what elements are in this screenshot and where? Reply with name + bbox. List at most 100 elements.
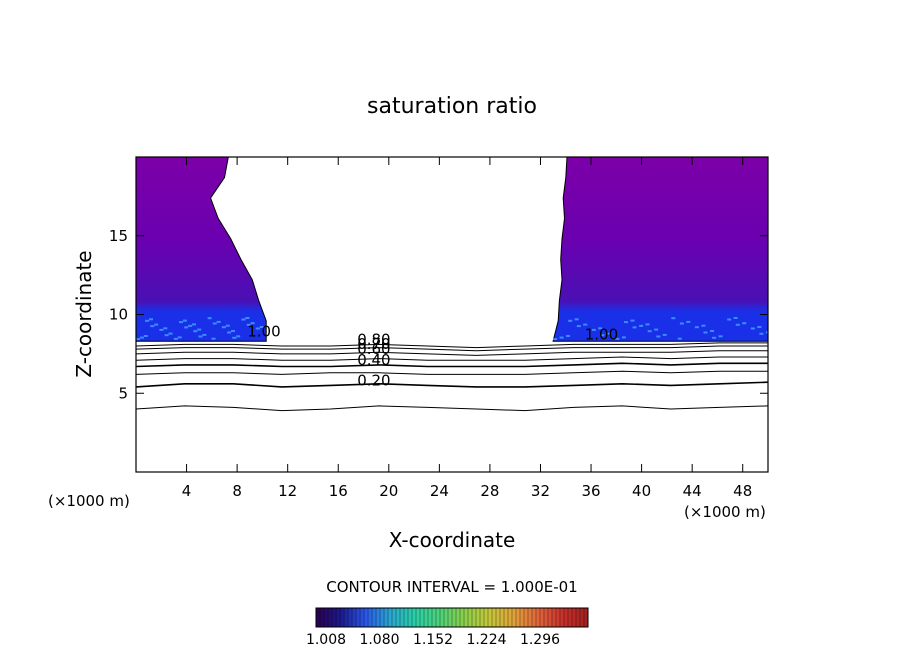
y-tick-label: 5 <box>118 384 128 402</box>
contour-line <box>136 362 768 368</box>
band-speckle <box>710 330 714 332</box>
x-tick-label: 20 <box>379 482 398 500</box>
x-tick-label: 36 <box>581 482 600 500</box>
band-speckle <box>727 318 732 321</box>
chart-title: saturation ratio <box>367 94 537 119</box>
contour-line <box>136 350 768 356</box>
band-speckle <box>712 336 717 339</box>
band-speckle <box>154 323 159 326</box>
x-unit-left: (×1000 m) <box>48 492 130 510</box>
band-speckle <box>145 319 150 322</box>
band-speckle <box>163 327 168 330</box>
x-tick-label: 8 <box>232 482 242 500</box>
band-speckle <box>136 338 140 341</box>
band-speckle <box>216 320 221 323</box>
saturation-fill-layer <box>136 157 768 342</box>
band-speckle <box>742 322 747 325</box>
band-speckle <box>600 334 605 337</box>
band-speckle <box>164 334 169 337</box>
x-tick-label: 40 <box>632 482 651 500</box>
band-speckle <box>227 331 232 334</box>
band-speckle <box>621 336 626 339</box>
band-speckle <box>143 335 148 337</box>
band-speckle <box>211 337 216 340</box>
band-speckle <box>574 318 579 321</box>
band-speckle <box>662 333 667 336</box>
band-speckle <box>182 319 187 322</box>
y-tick-label: 15 <box>109 227 128 245</box>
band-speckle <box>139 336 144 339</box>
band-speckle <box>177 336 182 339</box>
contour-line <box>136 381 768 388</box>
contour-line <box>136 356 768 361</box>
band-speckle <box>632 326 637 329</box>
band-speckle <box>246 323 251 326</box>
band-speckle <box>192 323 196 326</box>
band-speckle <box>759 332 764 335</box>
x-tick-label: 44 <box>683 482 702 500</box>
contour-line <box>136 345 768 352</box>
band-speckle <box>654 328 659 331</box>
band-speckle <box>757 326 762 328</box>
band-speckle <box>221 326 226 329</box>
x-tick-label: 12 <box>278 482 297 500</box>
contour-label: 0.80 <box>357 330 390 348</box>
band-speckle <box>624 321 628 324</box>
band-speckle <box>149 318 153 321</box>
band-speckle <box>598 327 603 330</box>
band-speckle <box>677 337 682 340</box>
contour-label: 0.20 <box>357 371 390 389</box>
x-tick-label: 48 <box>733 482 752 500</box>
band-speckle <box>553 338 558 341</box>
band-speckle <box>630 319 635 322</box>
band-speckle <box>694 326 699 329</box>
band-speckle <box>225 324 230 327</box>
band-speckle <box>576 325 581 328</box>
contour-label: 0.60 <box>357 340 390 358</box>
x-tick-label: 28 <box>480 482 499 500</box>
contour-label: 1.00 <box>247 323 280 341</box>
contour-lines <box>136 342 768 412</box>
band-speckle <box>193 330 198 333</box>
band-speckle <box>150 325 155 328</box>
band-speckle <box>212 322 217 325</box>
band-speckle <box>207 317 212 320</box>
band-speckle <box>703 331 708 334</box>
contour-labels: 0.800.700.600.40 0.20 1.00 1.00 <box>247 323 618 390</box>
colorbar-tick-label: 1.296 <box>520 632 560 648</box>
band-speckle <box>232 336 237 339</box>
band-speckle <box>179 321 183 324</box>
band-speckle <box>686 320 691 323</box>
band-speckle <box>566 335 570 337</box>
x-tick-label: 24 <box>430 482 449 500</box>
band-speckle <box>159 328 164 331</box>
contour-line <box>136 342 768 349</box>
x-unit-right: (×1000 m) <box>684 503 766 521</box>
colorbar-tick-label: 1.008 <box>306 632 346 648</box>
band-speckle <box>188 324 193 327</box>
colorbar-tick-label: 1.152 <box>413 632 453 648</box>
band-speckle <box>733 317 738 319</box>
band-speckle <box>647 330 652 333</box>
contour-label: 0.70 <box>357 335 390 353</box>
band-speckle <box>568 319 573 322</box>
x-tick-label: 4 <box>182 482 192 500</box>
colorbar <box>316 608 588 627</box>
x-tick-label: 16 <box>329 482 348 500</box>
band-speckle <box>615 337 620 340</box>
x-axis-label: X-coordinate <box>389 528 516 552</box>
band-speckle <box>198 335 203 338</box>
contour-interval-label: CONTOUR INTERVAL = 1.000E-01 <box>326 578 577 596</box>
contour-line <box>136 370 768 375</box>
band-speckle <box>173 337 178 340</box>
band-speckle <box>591 328 596 331</box>
band-speckle <box>202 333 207 336</box>
colorbar-frame <box>315 607 589 628</box>
x-tick-label: 32 <box>531 482 550 500</box>
band-speckle <box>735 323 740 326</box>
band-speckle <box>583 323 588 326</box>
contour-label: 1.00 <box>585 326 618 344</box>
band-speckle <box>241 318 246 321</box>
band-speckle <box>259 326 264 328</box>
